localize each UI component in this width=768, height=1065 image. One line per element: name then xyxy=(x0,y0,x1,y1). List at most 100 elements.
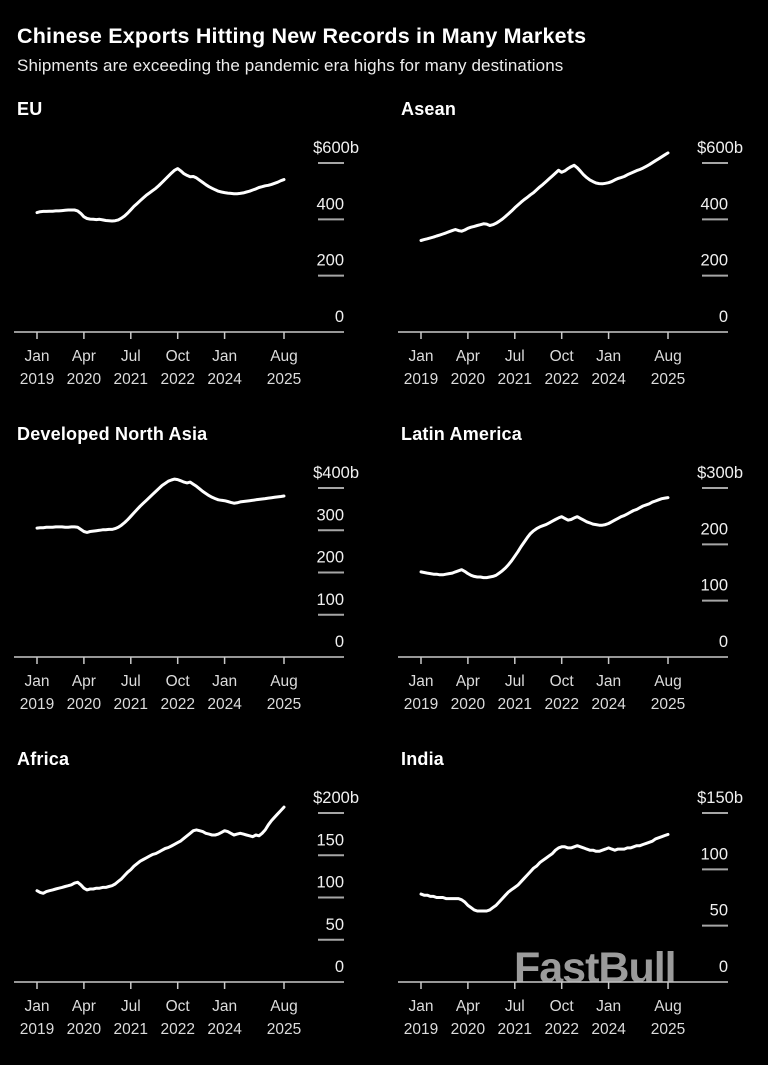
x-tick-year: 2020 xyxy=(67,1021,102,1038)
y-tick-label: 50 xyxy=(326,916,344,934)
series-line xyxy=(35,477,286,534)
x-tick-month: Jan xyxy=(409,348,434,365)
y-tick-label: 0 xyxy=(719,958,728,976)
page-subtitle: Shipments are exceeding the pandemic era… xyxy=(17,56,564,75)
y-tick-label: 50 xyxy=(710,902,728,920)
line-chart-latin-america: $300b 200 100 0 Jan 2019 Apr 2020 Jul 2021 Oct 2022… xyxy=(398,464,743,713)
x-tick-month: Aug xyxy=(654,998,682,1015)
x-tick-year: 2019 xyxy=(404,371,438,388)
x-tick-month: Apr xyxy=(456,673,480,690)
y-tick-label: 0 xyxy=(719,308,728,326)
x-tick-year: 2021 xyxy=(498,371,532,388)
x-tick-year: 2019 xyxy=(404,1021,438,1038)
fastbull-watermark-logo: FastBull xyxy=(514,944,677,992)
series-line xyxy=(419,151,670,242)
x-tick-month: Jan xyxy=(212,673,237,690)
y-tick-label: 0 xyxy=(335,958,344,976)
x-tick-month: Aug xyxy=(270,348,298,365)
y-tick-label: $600b xyxy=(313,139,359,157)
x-tick-year: 2025 xyxy=(267,371,301,388)
x-tick-month: Apr xyxy=(456,348,480,365)
x-tick-month: Jan xyxy=(409,998,434,1015)
panel-title: Developed North Asia xyxy=(17,424,208,444)
x-tick-year: 2022 xyxy=(160,696,194,713)
y-tick-label: 300 xyxy=(316,506,344,524)
x-tick-month: Jul xyxy=(505,348,525,365)
x-tick-month: Jan xyxy=(25,673,50,690)
line-chart-india: $150b 100 50 0 Jan 2019 Apr 2020 Jul 2021 Oct 2022 J… xyxy=(398,789,743,1038)
x-tick-year: 2020 xyxy=(451,696,486,713)
x-tick-month: Jul xyxy=(505,673,525,690)
x-tick-year: 2019 xyxy=(20,696,54,713)
x-tick-year: 2022 xyxy=(544,1021,578,1038)
x-tick-year: 2020 xyxy=(451,1021,486,1038)
x-tick-year: 2025 xyxy=(651,696,685,713)
y-tick-label: 100 xyxy=(316,591,344,609)
y-tick-label: 150 xyxy=(316,831,344,849)
x-tick-month: Apr xyxy=(456,998,480,1015)
x-tick-month: Jan xyxy=(212,998,237,1015)
chart-panel-developed-north-asia: Developed North Asia $400b 300 200 100 0 Jan 2… xyxy=(0,420,384,745)
page-title: Chinese Exports Hitting New Records in M… xyxy=(17,24,587,48)
x-tick-month: Jul xyxy=(121,348,141,365)
x-tick-month: Oct xyxy=(166,673,191,690)
y-tick-label: $600b xyxy=(697,139,743,157)
x-tick-year: 2024 xyxy=(591,1021,626,1038)
x-tick-year: 2025 xyxy=(651,371,685,388)
line-chart-developed-north-asia: $400b 300 200 100 0 Jan 2019 Apr 2020 Jul 2021 Oct 2… xyxy=(14,464,359,713)
x-tick-year: 2025 xyxy=(267,1021,301,1038)
y-tick-label: 0 xyxy=(335,308,344,326)
y-tick-label: 400 xyxy=(316,195,344,213)
y-tick-label: 100 xyxy=(316,874,344,892)
y-tick-label: 100 xyxy=(700,577,728,595)
panel-title: EU xyxy=(17,99,43,119)
chart-header: Chinese Exports Hitting New Records in M… xyxy=(17,24,586,76)
y-tick-label: 0 xyxy=(719,633,728,651)
chart-panel-africa: Africa $200b 150 100 50 0 Jan 2019 Apr 2020 Jul 20… xyxy=(0,745,384,1065)
y-tick-label: 400 xyxy=(700,195,728,213)
x-tick-year: 2020 xyxy=(67,696,102,713)
x-tick-month: Jan xyxy=(25,348,50,365)
x-tick-year: 2020 xyxy=(451,371,486,388)
x-tick-year: 2022 xyxy=(544,696,578,713)
x-tick-year: 2021 xyxy=(498,1021,532,1038)
x-tick-month: Jan xyxy=(212,348,237,365)
y-tick-label: $400b xyxy=(313,464,359,482)
x-tick-year: 2021 xyxy=(114,371,148,388)
x-tick-year: 2024 xyxy=(207,371,242,388)
x-tick-month: Jul xyxy=(505,998,525,1015)
x-tick-year: 2022 xyxy=(160,371,194,388)
x-tick-month: Jan xyxy=(596,673,621,690)
x-tick-month: Oct xyxy=(550,348,575,365)
x-tick-year: 2022 xyxy=(160,1021,194,1038)
x-tick-month: Aug xyxy=(270,673,298,690)
x-tick-year: 2019 xyxy=(20,371,54,388)
x-tick-year: 2025 xyxy=(651,1021,685,1038)
x-tick-month: Oct xyxy=(166,348,191,365)
x-tick-month: Apr xyxy=(72,998,96,1015)
x-tick-year: 2022 xyxy=(544,371,578,388)
line-chart-africa: $200b 150 100 50 0 Jan 2019 Apr 2020 Jul 2021 Oct 20… xyxy=(14,789,359,1038)
y-tick-label: 200 xyxy=(700,520,728,538)
x-tick-year: 2019 xyxy=(404,696,438,713)
x-tick-month: Jan xyxy=(596,998,621,1015)
x-tick-year: 2021 xyxy=(498,696,532,713)
series-line xyxy=(419,496,670,580)
chart-panel-latin-america: Latin America $300b 200 100 0 Jan 2019 Apr 2020… xyxy=(384,420,768,745)
line-chart-asean: $600b 400 200 0 Jan 2019 Apr 2020 Jul 2021 Oct 2022… xyxy=(398,139,743,388)
x-tick-month: Jan xyxy=(25,998,50,1015)
x-tick-month: Oct xyxy=(166,998,191,1015)
x-tick-month: Aug xyxy=(654,348,682,365)
x-tick-month: Jul xyxy=(121,673,141,690)
y-tick-label: 100 xyxy=(700,845,728,863)
y-tick-label: 200 xyxy=(700,252,728,270)
x-tick-year: 2024 xyxy=(591,371,626,388)
x-tick-month: Jul xyxy=(121,998,141,1015)
x-tick-year: 2019 xyxy=(20,1021,54,1038)
panel-title: India xyxy=(401,749,445,769)
x-tick-year: 2024 xyxy=(591,696,626,713)
line-chart-eu: $600b 400 200 0 Jan 2019 Apr 2020 Jul 2021 Oct 2022… xyxy=(14,139,359,388)
panel-title: Latin America xyxy=(401,424,522,444)
x-tick-month: Jan xyxy=(409,673,434,690)
x-tick-month: Oct xyxy=(550,673,575,690)
